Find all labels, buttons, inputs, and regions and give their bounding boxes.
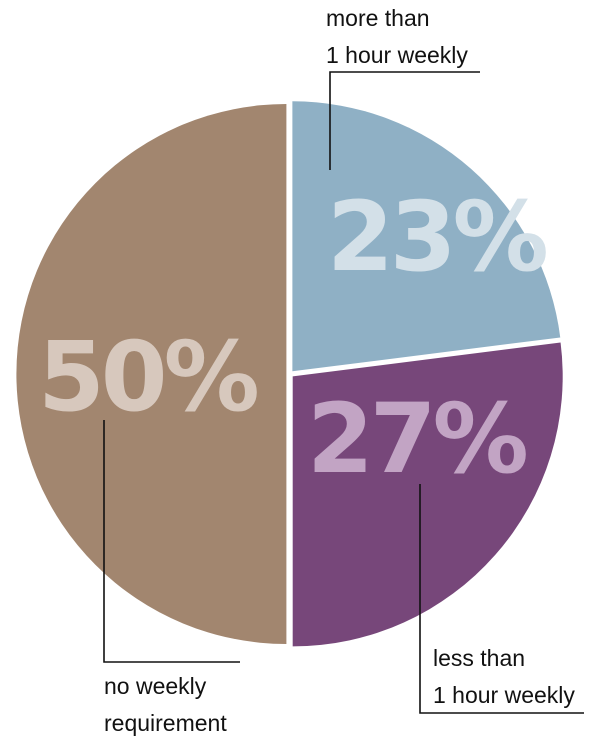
slice-category-label: 1 hour weekly (433, 682, 575, 708)
slice-category-label: no weekly (104, 673, 207, 699)
pie-slice (292, 342, 563, 647)
callout-leader-line (329, 71, 480, 170)
slice-category-label: 1 hour weekly (326, 42, 468, 68)
callout-leader-line (103, 420, 240, 663)
slice-percentage-label: 50% (38, 321, 258, 433)
percentage-labels: 23% 27% 50% (38, 181, 551, 495)
slice-category-label: requirement (104, 710, 227, 736)
pie-slices (16, 101, 563, 647)
pie-slice (16, 104, 287, 644)
slice-category-label: less than (433, 645, 525, 671)
slice-category-label: more than (326, 5, 430, 31)
slice-percentage-label: 23% (327, 181, 547, 293)
pie-slice (292, 101, 561, 372)
slice-callouts: more than 1 hour weekly less than 1 hour we… (103, 5, 584, 736)
callout-leader-line (419, 484, 584, 714)
slice-percentage-label: 27% (307, 383, 527, 495)
